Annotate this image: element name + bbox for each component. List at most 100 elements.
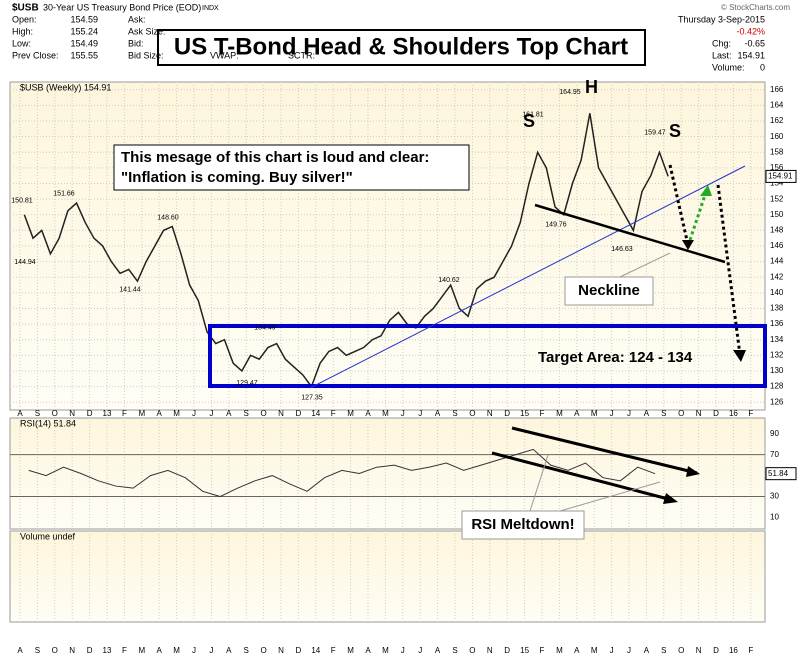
x-tick-label: 15 [520, 646, 529, 655]
x-tick-label: D [504, 646, 510, 655]
quote-val: -0.65 [744, 38, 765, 48]
x-tick-label: 13 [103, 409, 112, 418]
callout [529, 454, 549, 512]
watermark: © StockCharts.com [721, 3, 790, 12]
point-label: 159.47 [644, 130, 666, 137]
x-tick-label: M [591, 409, 598, 418]
point-label: 140.62 [438, 277, 460, 284]
x-tick-label: D [296, 646, 302, 655]
x-tick-label: M [173, 646, 180, 655]
x-tick-label: M [591, 646, 598, 655]
x-tick-label: N [278, 646, 284, 655]
x-tick-label: 13 [103, 646, 112, 655]
x-tick-label: N [696, 409, 702, 418]
x-tick-label: J [610, 646, 614, 655]
x-tick-label: O [52, 409, 58, 418]
arrow [668, 164, 690, 246]
x-tick-label: A [226, 409, 232, 418]
y-tick-label: 166 [770, 85, 784, 94]
x-tick-label: N [69, 409, 75, 418]
volume-panel [9, 530, 766, 623]
y-tick-label: 138 [770, 304, 784, 313]
note: This mesage of this chart is loud and cl… [121, 149, 429, 166]
x-tick-label: A [574, 646, 580, 655]
point-label: 149.76 [545, 221, 567, 228]
target-label: Target Area: 124 - 134 [538, 349, 693, 366]
x-tick-label: A [435, 646, 441, 655]
x-tick-label: F [540, 646, 545, 655]
x-tick-label: S [35, 409, 40, 418]
pct: -0.42% [736, 26, 765, 36]
y-tick-label: 128 [770, 382, 784, 391]
point-label: 148.60 [157, 215, 179, 222]
arrow-head [700, 185, 712, 196]
x-tick-label: 14 [311, 409, 320, 418]
x-tick-label: A [365, 646, 371, 655]
neckline-label: Neckline [578, 282, 640, 299]
x-tick-label: A [644, 646, 650, 655]
title: US T-Bond Head & Shoulders Top Chart [174, 33, 628, 60]
rsi-legend: RSI(14) 51.84 [20, 418, 76, 428]
x-tick-label: O [469, 409, 475, 418]
y-tick-label: 144 [770, 257, 784, 266]
x-tick-label: A [17, 646, 23, 655]
rsi-tick-label: 30 [770, 492, 779, 501]
quote-key: SCTR: [288, 50, 315, 60]
x-tick-label: 16 [729, 409, 738, 418]
y-tick-label: 160 [770, 132, 784, 141]
x-tick-label: J [209, 646, 213, 655]
x-tick-label: O [678, 646, 684, 655]
x-tick-label: O [260, 646, 266, 655]
y-tick-label: 152 [770, 194, 784, 203]
arrow-head [686, 466, 700, 477]
x-tick-label: F [122, 646, 127, 655]
x-tick-label: F [748, 646, 753, 655]
x-tick-label: A [644, 409, 650, 418]
rsi-label: RSI Meltdown! [471, 516, 574, 533]
x-tick-label: D [296, 409, 302, 418]
y-tick-label: 132 [770, 350, 784, 359]
volume-legend: Volume undef [20, 531, 76, 541]
x-tick-label: D [713, 409, 719, 418]
x-tick-label: M [347, 646, 354, 655]
x-tick-label: J [209, 409, 213, 418]
quote-key: VWAP: [210, 50, 239, 60]
quote-val: 155.24 [70, 26, 98, 36]
point-label: 129.47 [236, 380, 258, 387]
x-tick-label: M [382, 409, 389, 418]
x-tick-label: S [35, 646, 40, 655]
x-tick-label: J [401, 646, 405, 655]
y-tick-label: 148 [770, 225, 784, 234]
y-tick-label: 158 [770, 147, 784, 156]
x-tick-label: A [574, 409, 580, 418]
y-tick-label: 126 [770, 397, 784, 406]
quote-val: 154.49 [70, 38, 98, 48]
date: Thursday 3-Sep-2015 [678, 14, 765, 24]
x-tick-label: M [382, 646, 389, 655]
last-label: 154.91 [768, 172, 793, 181]
rsi-box [461, 510, 585, 540]
quote-key: Bid: [128, 38, 144, 48]
quote-key: Prev Close: [12, 50, 59, 60]
note: "Inflation is coming. Buy silver!" [121, 169, 353, 186]
x-tick-label: N [487, 409, 493, 418]
point-label: 164.95 [559, 89, 581, 96]
x-tick-label: M [556, 409, 563, 418]
note-box [113, 144, 470, 191]
x-tick-label: J [627, 409, 631, 418]
point-label: 141.44 [119, 286, 141, 293]
x-tick-label: M [556, 646, 563, 655]
title-box [157, 29, 646, 66]
quote-val: 154.59 [70, 14, 98, 24]
arrow [716, 184, 742, 356]
rsi-panel [9, 417, 766, 530]
quote-key: Low: [12, 38, 31, 48]
y-tick-label: 162 [770, 116, 784, 125]
quote-key: Volume: [712, 62, 745, 72]
x-tick-label: F [540, 409, 545, 418]
name: 30-Year US Treasury Bond Price (EOD) [43, 2, 201, 12]
y-tick-label: 154 [770, 179, 784, 188]
x-tick-label: A [157, 409, 163, 418]
x-tick-label: O [678, 409, 684, 418]
rsi-trend [511, 426, 698, 475]
